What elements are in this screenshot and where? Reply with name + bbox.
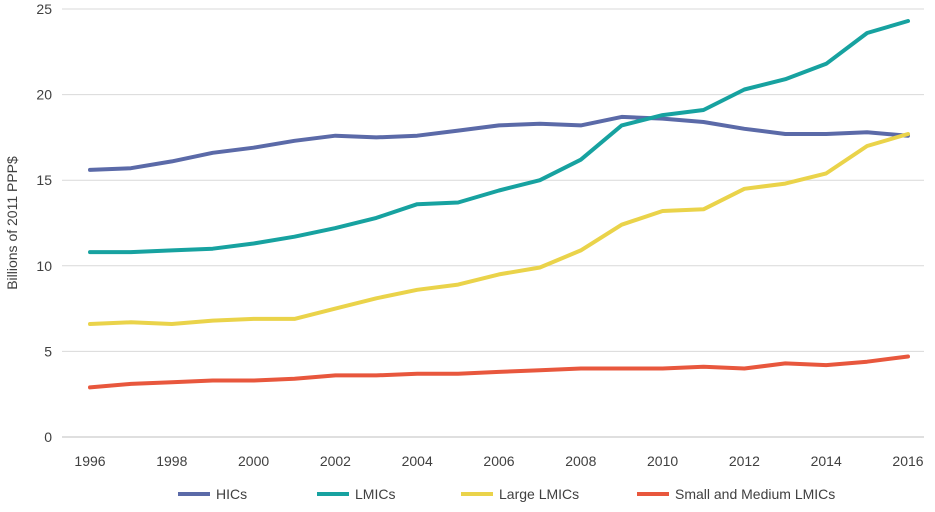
legend-label: HICs <box>216 486 247 502</box>
y-axis-title: Billions of 2011 PPP$ <box>4 156 20 290</box>
x-tick-label: 2002 <box>320 453 351 469</box>
y-tick-label: 25 <box>36 1 52 17</box>
series-line-hics <box>88 114 910 172</box>
series-line-lmics <box>88 19 910 255</box>
y-tick-label: 5 <box>44 343 52 359</box>
legend-label: Large LMICs <box>499 486 579 502</box>
x-tick-label: 2014 <box>811 453 842 469</box>
x-tick-label: 1998 <box>156 453 187 469</box>
legend-label: Small and Medium LMICs <box>675 486 835 502</box>
series-lines <box>88 19 910 390</box>
x-tick-label: 1996 <box>74 453 105 469</box>
axes: 0 5 10 15 20 25 1996 1998 2000 2002 2004 2006 2008 20… <box>36 1 924 469</box>
y-tick-label: 0 <box>44 429 52 445</box>
series-line-large-lmics <box>88 132 910 326</box>
x-tick-label: 2000 <box>238 453 269 469</box>
gridlines <box>62 8 924 352</box>
series-line-small-and-medium-lmics <box>88 354 910 390</box>
y-tick-label: 20 <box>36 87 52 103</box>
x-tick-label: 2016 <box>892 453 923 469</box>
y-tick-label: 10 <box>36 258 52 274</box>
x-tick-label: 2012 <box>729 453 760 469</box>
x-tick-label: 2004 <box>402 453 433 469</box>
x-tick-label: 2006 <box>483 453 514 469</box>
legend-label: LMICs <box>355 486 395 502</box>
x-tick-label: 2010 <box>647 453 678 469</box>
legend: HICs LMICs Large LMICs Small and Medium LMI… <box>178 486 835 502</box>
x-tick-label: 2008 <box>565 453 596 469</box>
y-tick-label: 15 <box>36 172 52 188</box>
